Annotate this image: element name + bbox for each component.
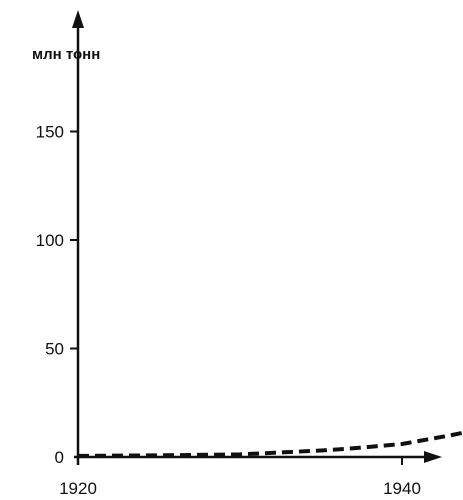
ticks: 0501001501920194019601980 (36, 123, 421, 499)
series-line (77, 430, 463, 458)
axes (72, 10, 442, 465)
y-axis-arrow (72, 10, 84, 28)
x-tick-label: 1940 (383, 479, 421, 498)
y-tick-label: 150 (36, 123, 64, 142)
y-tick-label: 100 (36, 231, 64, 250)
y-axis-unit-label: млн тонн (32, 46, 100, 63)
series-group (77, 430, 463, 458)
x-axis-arrow (424, 451, 442, 463)
y-tick-label: 0 (55, 448, 64, 467)
y-tick-label: 50 (45, 340, 64, 359)
x-tick-label: 1920 (59, 479, 97, 498)
